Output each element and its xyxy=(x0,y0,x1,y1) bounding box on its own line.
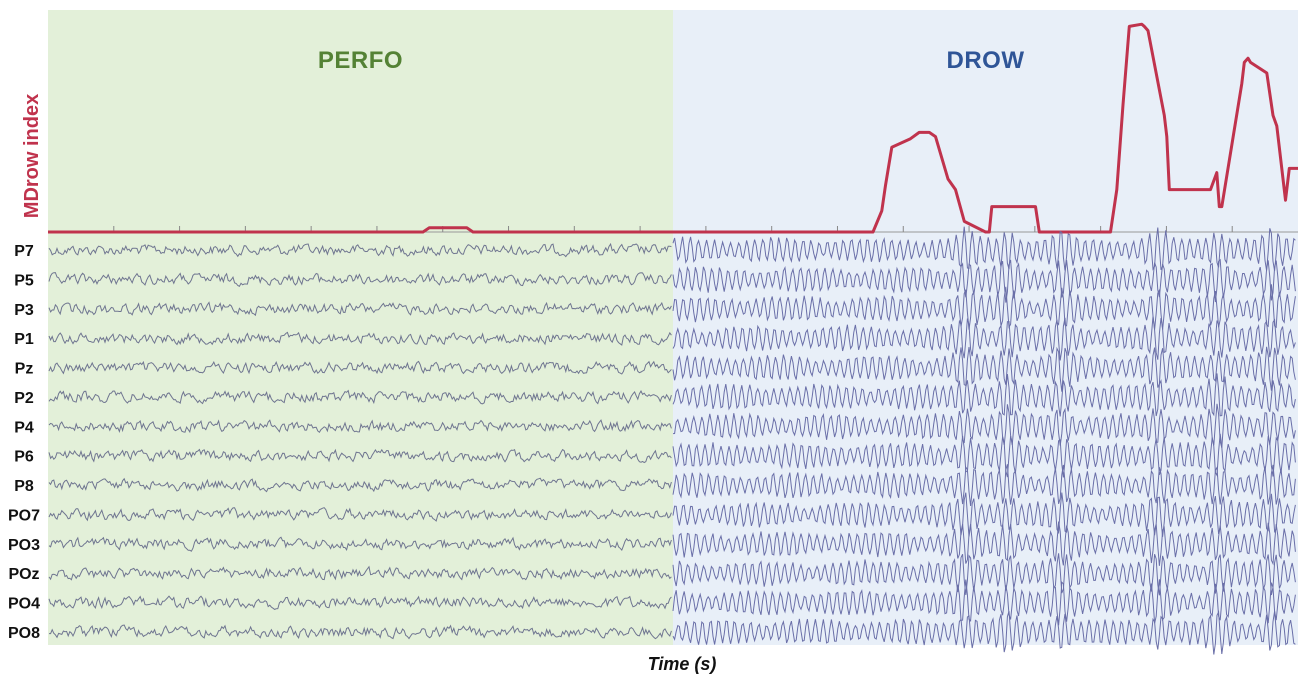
channel-label-p7: P7 xyxy=(14,243,34,260)
channel-label-p5: P5 xyxy=(14,272,34,289)
eeg-trace-perfo-p4 xyxy=(48,419,672,434)
eeg-trace-perfo-p3 xyxy=(48,301,672,317)
eeg-trace-drow-p1 xyxy=(672,316,1296,361)
eeg-trace-perfo-p2 xyxy=(48,389,672,405)
eeg-trace-perfo-poz xyxy=(48,565,672,581)
eeg-trace-perfo-p5 xyxy=(48,272,672,287)
region-label-drow: DROW xyxy=(947,47,1025,74)
channel-label-p6: P6 xyxy=(14,449,34,466)
channel-label-poz: POz xyxy=(8,566,39,583)
region-perfo xyxy=(48,10,673,645)
eeg-trace-perfo-pz xyxy=(48,360,672,375)
eeg-trace-drow-poz xyxy=(672,553,1296,596)
y-axis-label: MDrow index xyxy=(21,94,43,218)
eeg-trace-perfo-p1 xyxy=(48,331,672,346)
eeg-trace-perfo-p6 xyxy=(48,448,672,464)
channel-label-po8: PO8 xyxy=(8,625,40,642)
eeg-trace-drow-p8 xyxy=(672,464,1296,506)
regions-layer: PERFO DROW xyxy=(48,10,1298,645)
eeg-trace-perfo-po4 xyxy=(48,595,672,610)
eeg-trace-drow-po3 xyxy=(672,521,1296,566)
channel-label-po4: PO4 xyxy=(8,596,40,613)
eeg-trace-drow-p6 xyxy=(672,433,1296,478)
eeg-trace-perfo-p7 xyxy=(48,242,672,258)
eeg-trace-drow-p5 xyxy=(672,258,1296,303)
mdrow-index-line xyxy=(48,22,1298,234)
eeg-trace-drow-p2 xyxy=(672,373,1296,417)
region-drow xyxy=(673,10,1298,645)
eeg-trace-drow-po7 xyxy=(672,492,1296,537)
eeg-trace-perfo-po8 xyxy=(49,624,672,640)
eeg-trace-drow-p4 xyxy=(672,403,1296,448)
eeg-trace-drow-pz xyxy=(672,346,1296,392)
channel-label-po7: PO7 xyxy=(8,507,40,524)
channel-label-p4: P4 xyxy=(14,419,34,436)
eeg-trace-drow-po8 xyxy=(672,610,1296,655)
eeg-layer: P7 P5 P3 P1 Pz P2 P4 P6 P8 PO7 PO3 POz PO4 PO8 xyxy=(8,226,1296,655)
eeg-trace-drow-p7 xyxy=(672,226,1296,271)
eeg-trace-drow-p3 xyxy=(672,284,1296,330)
channel-label-p3: P3 xyxy=(14,302,34,319)
region-label-perfo: PERFO xyxy=(318,47,403,74)
eeg-trace-perfo-po3 xyxy=(48,536,672,552)
channel-label-p1: P1 xyxy=(14,331,34,348)
channel-label-po3: PO3 xyxy=(8,537,40,554)
index-layer xyxy=(48,22,1298,234)
channel-label-pz: Pz xyxy=(15,361,34,378)
channel-label-p8: P8 xyxy=(14,478,34,495)
x-axis-label: Time (s) xyxy=(648,654,717,674)
labels-layer: MDrow index Time (s) xyxy=(21,94,716,674)
eeg-trace-perfo-p8 xyxy=(48,477,672,493)
channel-label-p2: P2 xyxy=(14,390,34,407)
eeg-trace-drow-po4 xyxy=(672,579,1296,626)
eeg-trace-perfo-po7 xyxy=(48,507,672,522)
